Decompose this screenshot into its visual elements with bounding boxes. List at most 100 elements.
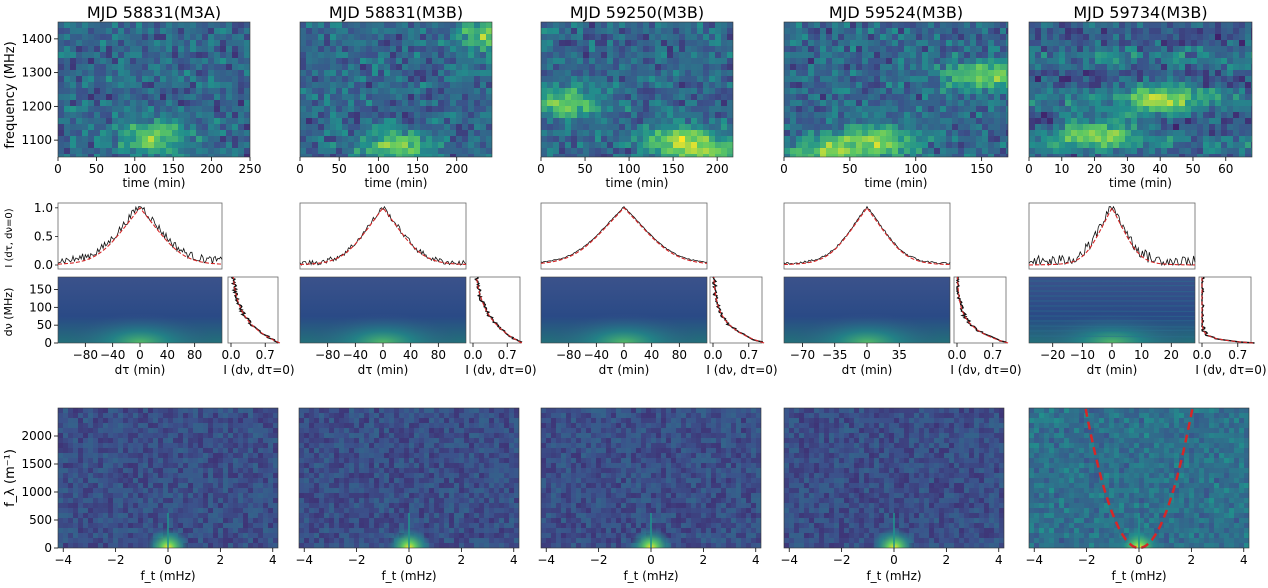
secondary-cell bbox=[499, 448, 504, 453]
secondary-cell bbox=[258, 508, 263, 513]
secondary-xlabel: f_t (mHz) bbox=[140, 569, 195, 583]
dynspec-cell bbox=[70, 58, 76, 64]
secondary-cell bbox=[494, 418, 499, 423]
dynspec-cell bbox=[619, 154, 625, 157]
dynspec-cell bbox=[432, 88, 438, 94]
secondary-cell bbox=[63, 523, 68, 528]
secondary-cell bbox=[499, 513, 504, 518]
secondary-cell bbox=[309, 528, 314, 533]
secondary-cell bbox=[238, 538, 243, 543]
dynspec-cell bbox=[565, 46, 571, 52]
secondary-cell bbox=[299, 433, 304, 438]
dynspec-cell bbox=[661, 124, 667, 130]
acf-freq-xlabel: I (dν, dτ=0) bbox=[706, 363, 777, 377]
secondary-cell bbox=[218, 448, 223, 453]
dynspec-cell bbox=[142, 94, 148, 100]
secondary-cell bbox=[168, 438, 173, 443]
secondary-cell bbox=[238, 508, 243, 513]
dynspec-cell bbox=[378, 106, 384, 112]
dynspec-cell bbox=[82, 34, 88, 40]
secondary-cell bbox=[148, 483, 153, 488]
dynspec-cell bbox=[601, 94, 607, 100]
dynspec-cell bbox=[625, 28, 631, 34]
dynspec-cell bbox=[559, 88, 565, 94]
secondary-cell bbox=[454, 518, 459, 523]
dynspec-cell bbox=[124, 46, 130, 52]
secondary-cell bbox=[319, 443, 324, 448]
dynspec-cell bbox=[727, 154, 733, 157]
dynspec-cell bbox=[94, 28, 100, 34]
dynspec-cell bbox=[232, 112, 238, 118]
secondary-cell bbox=[133, 408, 138, 413]
dynspec-cell bbox=[160, 22, 166, 28]
dynspec-cell bbox=[232, 148, 238, 154]
secondary-cell bbox=[113, 463, 118, 468]
secondary-cell bbox=[319, 478, 324, 483]
secondary-cell bbox=[661, 418, 666, 423]
secondary-cell bbox=[268, 528, 273, 533]
secondary-cell bbox=[304, 513, 309, 518]
secondary-cell bbox=[128, 423, 133, 428]
dynspec-cell bbox=[474, 100, 480, 106]
dynspec-cell bbox=[553, 82, 559, 88]
secondary-cell bbox=[299, 448, 304, 453]
secondary-cell bbox=[173, 423, 178, 428]
secondary-cell bbox=[429, 458, 434, 463]
secondary-cell bbox=[449, 408, 454, 413]
dynspec-cell bbox=[685, 88, 691, 94]
dynspec-cell bbox=[390, 142, 396, 148]
dynspec-cell bbox=[318, 142, 324, 148]
secondary-cell bbox=[123, 428, 128, 433]
dynspec-cell bbox=[136, 148, 142, 154]
secondary-cell bbox=[118, 423, 123, 428]
dynspec-cell bbox=[637, 154, 643, 157]
dynspec-cell bbox=[220, 148, 226, 154]
dynspec-cell bbox=[390, 118, 396, 124]
dynspec-cell bbox=[166, 118, 172, 124]
dynspec-cell bbox=[390, 136, 396, 142]
secondary-cell bbox=[424, 463, 429, 468]
secondary-cell bbox=[484, 538, 489, 543]
secondary-cell bbox=[68, 463, 73, 468]
secondary-cell bbox=[384, 438, 389, 443]
secondary-cell bbox=[268, 443, 273, 448]
secondary-cell bbox=[424, 483, 429, 488]
dynspec-cell bbox=[703, 34, 709, 40]
dynspec-cell bbox=[486, 34, 492, 40]
secondary-cell bbox=[203, 493, 208, 498]
secondary-cell bbox=[223, 428, 228, 433]
secondary-cell bbox=[68, 423, 73, 428]
dynspec-cell bbox=[432, 34, 438, 40]
secondary-cell bbox=[268, 498, 273, 503]
dynspec-cell bbox=[649, 136, 655, 142]
dynspec-cell bbox=[408, 52, 414, 58]
acf-time-ylabel: I (dτ, dν=0) bbox=[4, 208, 15, 267]
secondary-cell bbox=[374, 418, 379, 423]
dynspec-cell bbox=[709, 130, 715, 136]
secondary-cell bbox=[359, 448, 364, 453]
dynspec-cell bbox=[583, 64, 589, 70]
dynspec-cell bbox=[354, 34, 360, 40]
secondary-cell bbox=[484, 443, 489, 448]
secondary-cell bbox=[193, 523, 198, 528]
dynspec-cell bbox=[172, 148, 178, 154]
dynspec-cell bbox=[130, 136, 136, 142]
dynspec-cell bbox=[697, 40, 703, 46]
dynspec-cell bbox=[450, 94, 456, 100]
dynspec-cell bbox=[390, 154, 396, 157]
dynspec-cell bbox=[450, 136, 456, 142]
secondary-cell bbox=[103, 538, 108, 543]
dynspec-cell bbox=[444, 148, 450, 154]
dynspec-cell bbox=[414, 52, 420, 58]
dynspec-cell bbox=[88, 52, 94, 58]
dynspec-cell bbox=[444, 118, 450, 124]
dynspec-cell bbox=[625, 94, 631, 100]
secondary-cell bbox=[454, 433, 459, 438]
dynspec-cell bbox=[390, 124, 396, 130]
dynspec-cell bbox=[166, 82, 172, 88]
secondary-cell bbox=[198, 433, 203, 438]
secondary-cell bbox=[479, 468, 484, 473]
secondary-cell bbox=[319, 528, 324, 533]
dynspec-cell bbox=[378, 154, 384, 157]
secondary-cell bbox=[203, 473, 208, 478]
